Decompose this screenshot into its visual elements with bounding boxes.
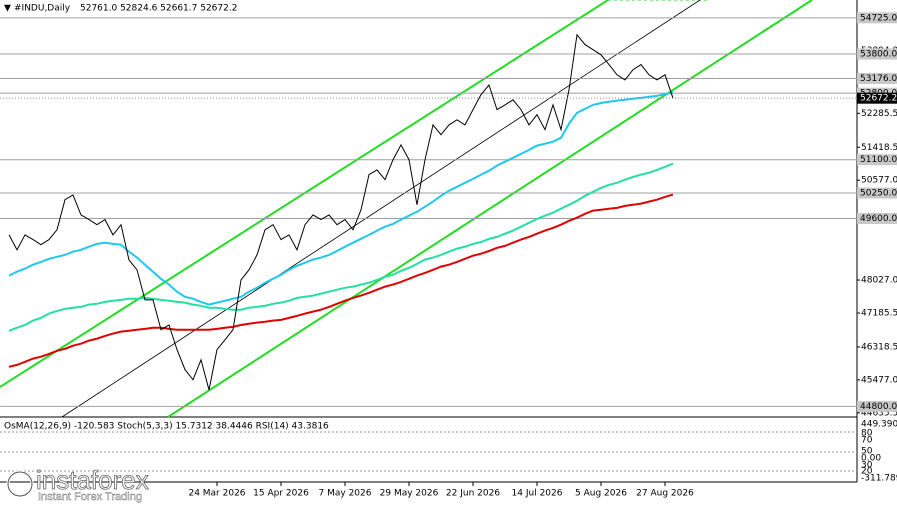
- price-line: [8, 33, 674, 391]
- y-tick-label: 51418.5: [861, 143, 897, 153]
- last-price-label: 52672.2: [860, 94, 897, 104]
- x-tick-label: 24 Mar 2026: [188, 489, 245, 499]
- y-tick-label: 50577.0: [861, 176, 897, 186]
- level-label: 50250.0: [860, 189, 897, 199]
- channel-middle: [61, 0, 701, 418]
- y-tick-label: 46318.5: [861, 342, 897, 352]
- level-label: 51100.0: [860, 155, 897, 165]
- level-label: 44800.0: [860, 402, 897, 412]
- moving-average: [8, 193, 674, 368]
- level-label: 53176.0: [860, 74, 897, 84]
- header-arrow: ▼: [4, 4, 11, 14]
- y-tick-label: 47185.5: [861, 308, 897, 318]
- level-box: [857, 72, 897, 84]
- watermark-subtitle: Instant Forex Trading: [38, 491, 142, 503]
- indicator-axis-label: 80: [861, 429, 873, 439]
- watermark: instaforex: [36, 465, 149, 495]
- ohlc-readout: 52761.0 52824.6 52661.7 52672.2: [80, 4, 237, 14]
- indicator-axis-label: 20: [861, 467, 873, 477]
- x-tick-label: 29 May 2026: [380, 489, 439, 499]
- indicator-axis-label: 30: [861, 461, 873, 471]
- indicator-axis-label: 0.00: [861, 454, 881, 464]
- watermark-icon-outline: [7, 471, 33, 497]
- indicator-axis-label: -311.789: [861, 474, 897, 484]
- y-tick-label: 52285.5: [861, 109, 897, 119]
- level-label: 54725.0: [860, 13, 897, 23]
- last-price-box: [857, 92, 897, 104]
- x-tick-label: 5 Aug 2026: [575, 489, 627, 499]
- y-tick-label: 44635.5: [861, 408, 897, 418]
- level-label: 49600.0: [860, 214, 897, 224]
- level-box: [857, 48, 897, 60]
- chart-title: #INDU,Daily: [14, 4, 71, 14]
- y-tick-label: 48027.0: [861, 276, 897, 286]
- level-box: [857, 187, 897, 199]
- level-box: [857, 154, 897, 166]
- x-tick-label: 27 Aug 2026: [636, 489, 694, 499]
- level-box: [857, 212, 897, 224]
- indicator-axis-label: 70: [861, 436, 873, 446]
- channel-lower: [167, 0, 813, 418]
- indicator-label: OsMA(12,26,9) -120.583 Stoch(5,3,3) 15.7…: [4, 422, 329, 432]
- level-box: [857, 12, 897, 24]
- x-tick-label: 14 Jul 2026: [512, 489, 563, 499]
- moving-average: [8, 91, 674, 306]
- moving-average: [8, 162, 674, 332]
- x-tick-label: 15 Apr 2026: [253, 489, 309, 499]
- y-tick-label: 45477.0: [861, 375, 897, 385]
- level-box: [857, 400, 897, 412]
- x-tick-label: 7 May 2026: [319, 489, 372, 499]
- indicator-axis-label: 449.390: [861, 420, 897, 430]
- level-label: 53800.0: [860, 50, 897, 60]
- indicator-axis-label: 50: [861, 447, 873, 457]
- x-tick-label: 22 Jun 2026: [446, 489, 500, 499]
